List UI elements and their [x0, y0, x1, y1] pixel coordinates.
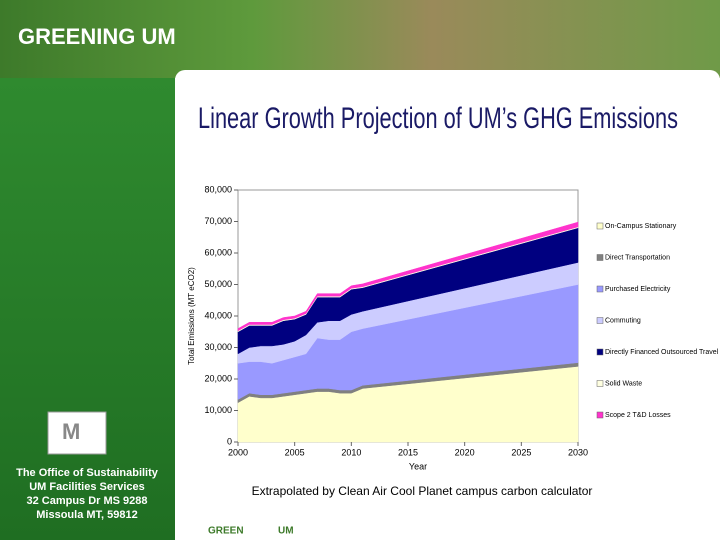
footer-logo: GREEN [208, 526, 244, 537]
legend-swatch [596, 285, 604, 293]
legend-swatch [596, 348, 604, 356]
legend-swatch [596, 380, 604, 387]
legend-label: Directly Financed Outsourced Travel [605, 349, 719, 356]
y-tick-label: 40,000 [204, 310, 232, 320]
legend-swatch [596, 254, 604, 261]
y-tick-label: 10,000 [204, 405, 232, 415]
sidebar-line: The Office of Sustainability [16, 467, 159, 479]
area [237, 221, 579, 332]
legend-label: On-Campus Stationary [605, 223, 677, 230]
legend-label: Direct Transportation [605, 254, 670, 261]
x-tick-label: 2000 [228, 447, 248, 457]
sidebar-line: UM Facilities Services [29, 481, 145, 493]
x-tick-label: 2025 [511, 447, 531, 457]
chart-title-line: Linear Growth Projection of UM’s GHG Emi… [198, 102, 678, 135]
sidebar-line: 32 Campus Dr MS 9288 [26, 495, 147, 507]
legend-swatch [596, 222, 604, 230]
brand: GREENING UM [18, 24, 176, 49]
y-tick-label: 50,000 [204, 279, 232, 289]
legend-label: Commuting [605, 317, 641, 324]
sidebar-line: Missoula MT, 59812 [36, 509, 138, 521]
um-logo [47, 411, 107, 455]
header-banner [0, 0, 720, 78]
y-tick-label: 30,000 [204, 342, 232, 352]
x-axis-label: Year [409, 461, 427, 471]
um-logo-mark: M [62, 419, 80, 444]
y-tick-label: 60,000 [204, 247, 232, 257]
legend-label: Scope 2 T&D Losses [605, 412, 671, 419]
y-tick-label: 20,000 [204, 373, 232, 383]
y-tick-label: 70,000 [204, 216, 232, 226]
legend-label: Purchased Electricity [605, 286, 671, 293]
legend-swatch [596, 317, 604, 324]
y-axis-label: Total Emissions (MT eCO2) [187, 267, 196, 365]
y-tick-label: 0 [227, 436, 232, 446]
x-tick-label: 2005 [285, 447, 305, 457]
x-tick-label: 2030 [568, 447, 588, 457]
footer-logo: UM [278, 526, 294, 537]
x-tick-label: 2015 [398, 447, 418, 457]
y-tick-label: 80,000 [204, 184, 232, 194]
caption: Extrapolated by Clean Air Cool Planet ca… [252, 484, 593, 498]
legend-label: Solid Waste [605, 380, 642, 387]
x-tick-label: 2020 [455, 447, 475, 457]
sidebar [0, 78, 175, 540]
legend-swatch [596, 411, 604, 419]
x-tick-label: 2010 [341, 447, 361, 457]
